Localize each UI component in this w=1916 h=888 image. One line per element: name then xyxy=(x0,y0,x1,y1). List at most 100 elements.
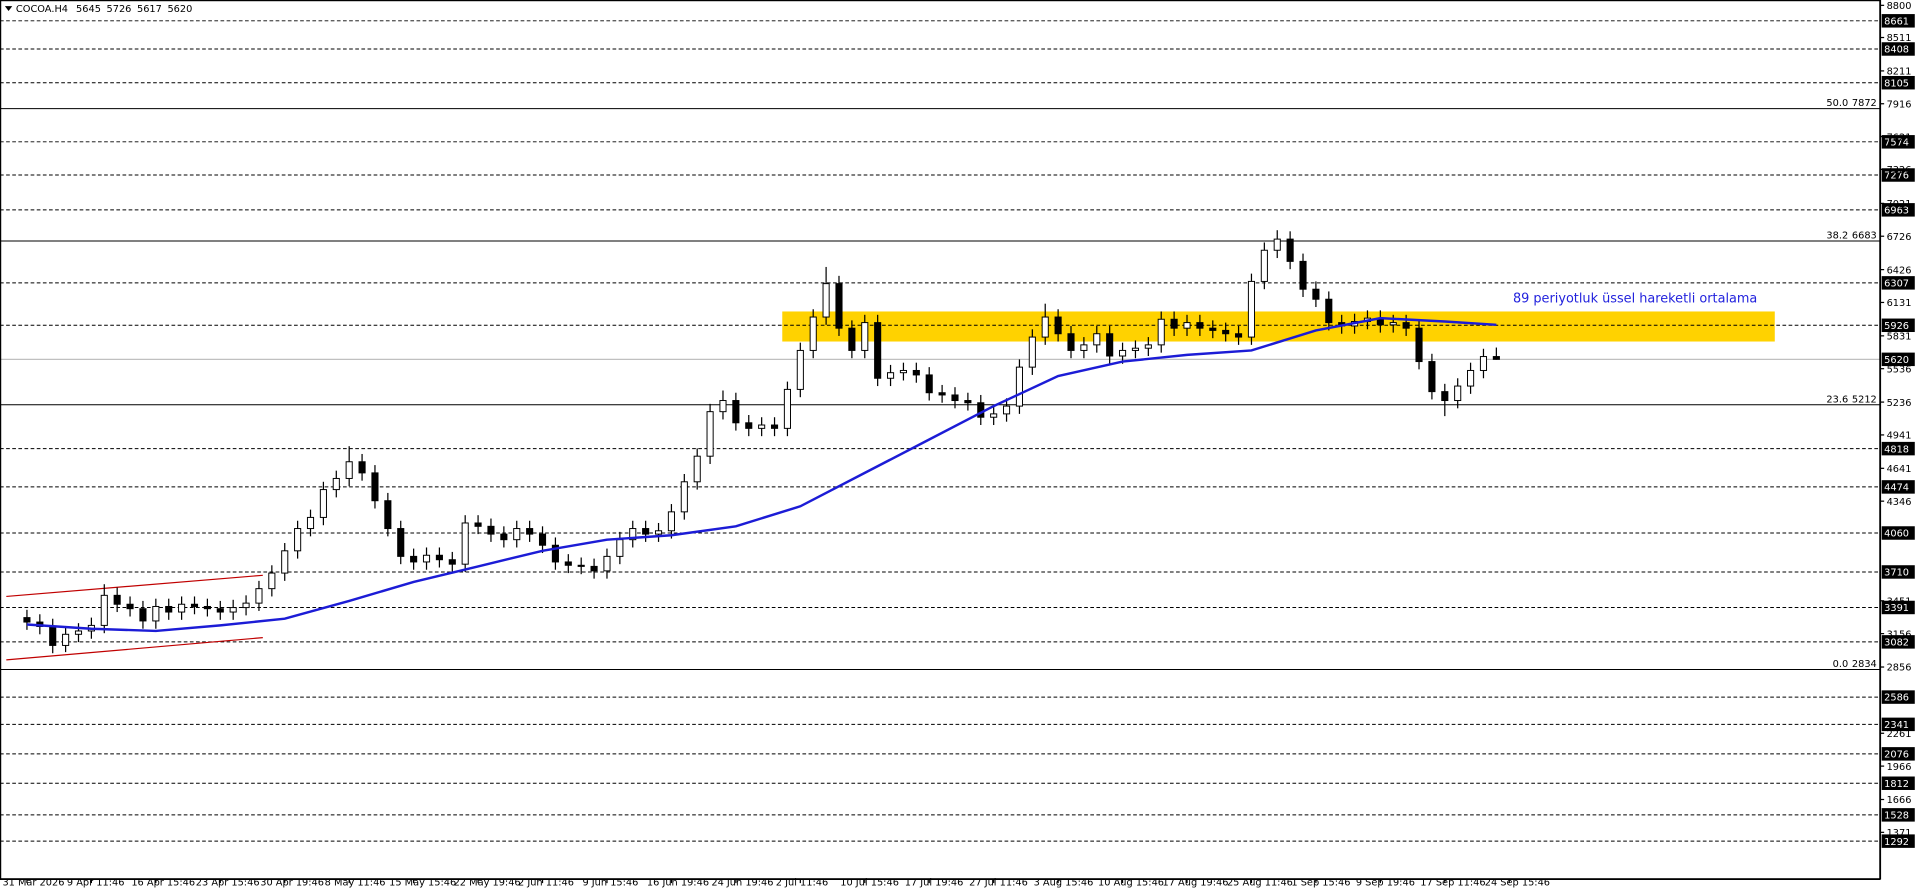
ema-line xyxy=(26,316,1497,633)
candle-body xyxy=(139,608,147,622)
candle-body xyxy=(1054,316,1062,335)
level-label: 2341 xyxy=(1884,720,1909,731)
candle-body xyxy=(577,564,585,567)
level-label-box xyxy=(1881,318,1915,333)
candle-body xyxy=(745,422,753,429)
level-label: 6307 xyxy=(1884,279,1909,290)
candle-body xyxy=(732,400,740,424)
candle-body xyxy=(1119,349,1127,357)
y-tick-label: 3451 xyxy=(1887,596,1912,607)
candle-body xyxy=(1144,344,1152,349)
level-label: 7276 xyxy=(1884,171,1909,182)
x-tick-label: 10 Aug 15:46 xyxy=(1098,878,1164,888)
level-label: 2586 xyxy=(1884,693,1909,704)
resistance-zone xyxy=(782,311,1775,342)
candle-body xyxy=(719,400,727,413)
x-tick-label: 22 May 19:46 xyxy=(454,878,521,888)
candle-body xyxy=(654,530,663,535)
candle-body xyxy=(152,605,160,622)
y-tick-label: 8211 xyxy=(1887,67,1912,78)
y-tick-label: 4941 xyxy=(1887,431,1912,442)
y-tick-label: 7621 xyxy=(1887,132,1912,143)
candle-body xyxy=(796,349,804,390)
candle-body xyxy=(758,424,766,429)
candle-body xyxy=(268,572,276,590)
candle-body xyxy=(848,327,856,351)
candle-body xyxy=(126,603,134,610)
candle-body xyxy=(783,388,791,429)
candle-body xyxy=(1286,238,1294,262)
menu-triangle xyxy=(4,6,13,12)
candle-body xyxy=(1389,322,1397,326)
candle-body xyxy=(603,555,611,572)
level-label: 7574 xyxy=(1884,137,1909,148)
chart-title: COCOA.H4 5645 5726 5617 5620 xyxy=(16,4,192,15)
y-tick-label: 1371 xyxy=(1887,828,1912,839)
candle-body xyxy=(435,554,443,561)
x-tick-label: 24 Jun 19:46 xyxy=(711,878,773,888)
y-tick-label: 1966 xyxy=(1887,762,1912,773)
fib-ratio: 50.0 xyxy=(1826,98,1848,109)
candle-body xyxy=(667,511,675,532)
x-tick-label: 23 Apr 15:46 xyxy=(196,878,260,888)
price-label: 5620 xyxy=(1884,355,1909,366)
candle-body xyxy=(1028,336,1036,368)
candle-body xyxy=(526,528,534,535)
plot-area xyxy=(0,20,1881,842)
x-tick-label: 16 Apr 15:46 xyxy=(131,878,195,888)
candle-body xyxy=(1093,333,1101,346)
fib-ratio: 0.0 xyxy=(1833,659,1849,670)
candle-body xyxy=(410,555,418,563)
candle-body xyxy=(551,544,559,563)
x-tick-label: 16 Jun 19:46 xyxy=(647,878,709,888)
last-open: 5645 xyxy=(76,4,101,15)
candle-body xyxy=(693,455,701,483)
level-label: 8408 xyxy=(1884,45,1909,56)
candle-body xyxy=(1131,347,1140,351)
x-tick-label: 9 Jun 15:46 xyxy=(582,878,638,888)
y-tick-label: 5236 xyxy=(1887,398,1912,409)
candle-body xyxy=(1157,318,1165,346)
candle-body xyxy=(1170,318,1178,329)
annotation: 89 periyotluk üssel hareketli ortalama xyxy=(1513,292,1757,307)
channel-line xyxy=(6,574,263,598)
y-tick-label: 4346 xyxy=(1887,497,1912,508)
candle-body xyxy=(912,369,920,376)
last-high: 5726 xyxy=(107,4,132,15)
x-tick-label: 1 Sep 15:46 xyxy=(1291,878,1350,888)
candle-body xyxy=(925,374,933,394)
candle-body xyxy=(1067,333,1075,351)
candle-body xyxy=(74,630,83,635)
candle-body xyxy=(216,608,224,613)
candle-body xyxy=(1492,356,1500,360)
candle-body xyxy=(113,594,121,605)
candle-body xyxy=(538,533,547,546)
candle-body xyxy=(23,617,31,623)
level-label: 3710 xyxy=(1884,568,1909,579)
candle-body xyxy=(861,322,869,351)
x-tick-label: 17 Sep 11:46 xyxy=(1420,878,1485,888)
candle-body xyxy=(629,528,637,541)
candle-body xyxy=(886,372,895,379)
candle-body xyxy=(358,461,366,474)
level-label: 3391 xyxy=(1884,603,1909,614)
y-tick-label: 5536 xyxy=(1887,364,1912,375)
candle-body xyxy=(487,525,495,535)
level-label-box xyxy=(1881,42,1915,56)
candle-body xyxy=(564,561,572,566)
level-label: 4818 xyxy=(1884,444,1909,455)
candle-body xyxy=(822,283,830,318)
fib-label: 0.0 2834 xyxy=(1833,659,1877,670)
x-tick-label: 17 Aug 19:46 xyxy=(1163,878,1229,888)
fib-ratio: 38.2 xyxy=(1826,231,1848,242)
candle-body xyxy=(229,607,237,613)
fib-label: 23.6 5212 xyxy=(1826,394,1876,405)
candle-body xyxy=(809,316,817,351)
candle-body xyxy=(1415,327,1423,363)
candle-body xyxy=(513,528,521,541)
y-tick-label: 5831 xyxy=(1887,332,1912,343)
candle-body xyxy=(964,400,972,404)
